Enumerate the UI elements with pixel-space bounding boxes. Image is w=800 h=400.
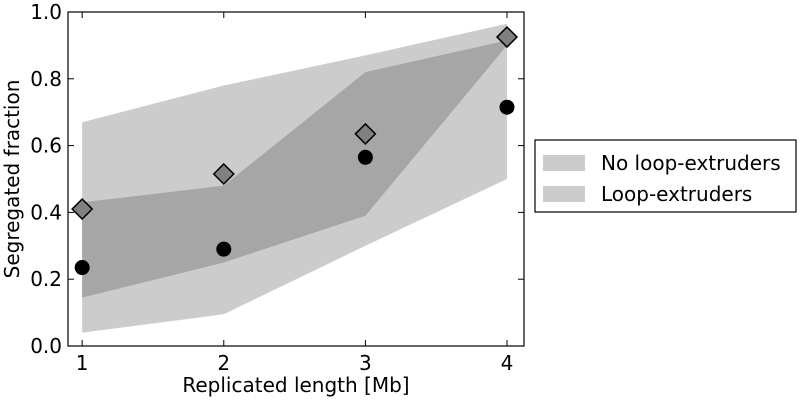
ticks-layer: 1 2 3 4 0.0 0.2 0.4 0.6 0.8 1.0 xyxy=(30,0,524,375)
circle-point-4 xyxy=(499,99,515,115)
legend-label-loop-extruders: Loop-extruders xyxy=(601,182,752,206)
band-loop-extruders xyxy=(82,40,508,298)
x-tick-label-2: 2 xyxy=(217,351,230,375)
x-axis-label: Replicated length [Mb] xyxy=(182,373,409,397)
y-axis-label: Segregated fraction xyxy=(0,80,24,279)
y-tick-label-6: 1.0 xyxy=(30,0,62,24)
x-tick-label-1: 1 xyxy=(76,351,89,375)
legend-swatch-loop-extruders xyxy=(543,186,585,202)
circle-point-3 xyxy=(357,149,373,165)
diamond-point-3 xyxy=(354,122,377,145)
y-tick-label-5: 0.8 xyxy=(30,67,62,91)
bands-layer xyxy=(82,23,508,333)
x-tick-label-3: 3 xyxy=(359,351,372,375)
diamond-point-2 xyxy=(212,162,235,186)
plot-frame xyxy=(67,11,525,347)
circle-point-1 xyxy=(74,260,90,276)
legend-label-no-loop-extruders: No loop-extruders xyxy=(601,151,781,175)
legend: No loop-extruders Loop-extruders xyxy=(534,139,797,213)
x-tick-label-4: 4 xyxy=(501,351,514,375)
y-tick-label-3: 0.4 xyxy=(30,200,62,224)
points-layer xyxy=(71,25,519,276)
legend-swatch-no-loop-extruders xyxy=(543,155,585,171)
diamond-point-1 xyxy=(71,197,94,221)
y-tick-label-2: 0.2 xyxy=(30,267,62,291)
circle-point-2 xyxy=(216,241,232,257)
y-tick-label-1: 0.0 xyxy=(30,334,62,358)
diamond-point-4 xyxy=(495,25,519,49)
y-tick-label-4: 0.6 xyxy=(30,134,62,158)
